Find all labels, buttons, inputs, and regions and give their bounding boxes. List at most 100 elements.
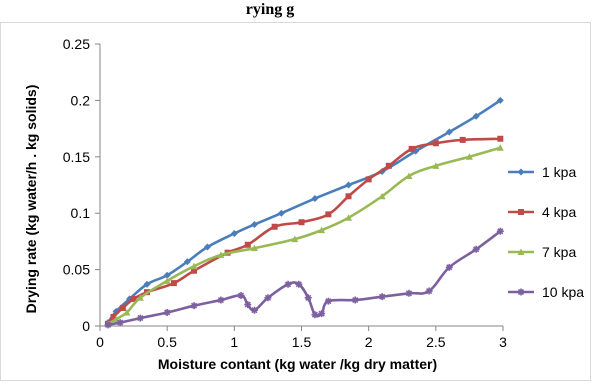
data-point-1-kpa — [277, 209, 285, 217]
x-tick-label: 0 — [96, 334, 104, 350]
legend: 1 kpa 4 kpa 7 kpa 10 kpa — [508, 164, 584, 300]
y-tick-label: 0.1 — [71, 205, 91, 221]
data-point-4-kpa — [459, 136, 466, 143]
data-point-10-kpa — [244, 301, 252, 309]
legend-item-7-kpa: 7 kpa — [508, 244, 576, 260]
data-point-1-kpa — [143, 280, 151, 288]
legend-item-4-kpa: 4 kpa — [508, 204, 576, 220]
data-point-4-kpa — [298, 219, 305, 226]
data-point-4-kpa — [271, 223, 278, 230]
y-axis-label: Drying rate (kg water/h . kg solids) — [23, 85, 39, 314]
data-point-10-kpa — [425, 287, 433, 295]
data-point-4-kpa — [365, 176, 372, 183]
data-point-10-kpa — [445, 263, 453, 271]
data-point-10-kpa — [217, 296, 225, 304]
series-line-7-kpa — [106, 146, 502, 326]
legend-label: 10 kpa — [542, 284, 584, 300]
data-point-7-kpa — [432, 162, 440, 169]
legend-marker — [517, 288, 525, 296]
data-point-4-kpa — [130, 295, 137, 302]
data-point-10-kpa — [237, 292, 245, 300]
legend-marker — [518, 209, 524, 215]
data-point-1-kpa — [203, 243, 211, 251]
data-point-7-kpa — [345, 214, 353, 221]
x-ticks-layer: 0 0.5 1 1.5 2 2.5 3 — [96, 326, 507, 350]
chart-frame — [0, 22, 591, 381]
y-tick-label: 0.05 — [63, 262, 90, 278]
data-point-7-kpa — [318, 226, 326, 234]
data-point-10-kpa — [295, 280, 303, 288]
legend-item-10-kpa: 10 kpa — [508, 284, 584, 300]
data-point-7-kpa — [123, 308, 131, 316]
data-point-1-kpa — [163, 271, 171, 279]
data-point-10-kpa — [496, 227, 504, 235]
data-point-1-kpa — [472, 112, 480, 120]
data-point-7-kpa — [378, 192, 386, 200]
data-point-4-kpa — [110, 313, 117, 320]
series-line-4-kpa — [106, 137, 502, 326]
x-tick-label: 2 — [365, 334, 373, 350]
data-point-1-kpa — [496, 96, 504, 104]
data-point-7-kpa — [136, 294, 144, 301]
legend-item-1-kpa: 1 kpa — [508, 164, 576, 180]
legend-marker — [517, 248, 525, 255]
data-point-1-kpa — [311, 195, 319, 203]
x-axis-label: Moisture contant (kg water /kg dry matte… — [158, 356, 437, 372]
data-point-4-kpa — [191, 267, 198, 274]
data-point-10-kpa — [351, 296, 359, 304]
data-point-10-kpa — [250, 306, 258, 314]
data-point-4-kpa — [345, 193, 352, 200]
x-tick-label: 3 — [499, 334, 507, 350]
data-point-4-kpa — [432, 140, 439, 147]
data-point-10-kpa — [163, 308, 171, 316]
x-tick-label: 1 — [230, 334, 238, 350]
legend-label: 7 kpa — [542, 244, 576, 260]
y-tick-label: 0.15 — [63, 149, 90, 165]
chart-title-fragment: rying g — [246, 1, 294, 18]
data-point-7-kpa — [250, 244, 258, 252]
series-7-kpa — [104, 144, 504, 327]
x-tick-label: 1.5 — [292, 334, 312, 350]
data-point-7-kpa — [217, 251, 225, 258]
data-point-1-kpa — [445, 128, 453, 136]
data-point-10-kpa — [324, 297, 332, 305]
data-point-7-kpa — [405, 172, 413, 179]
x-tick-label: 2.5 — [426, 334, 446, 350]
data-point-10-kpa — [284, 280, 292, 288]
data-point-10-kpa — [190, 302, 198, 310]
data-point-4-kpa — [119, 304, 126, 311]
data-point-4-kpa — [325, 211, 332, 218]
data-point-1-kpa — [183, 258, 191, 266]
y-tick-label: 0.25 — [63, 36, 90, 52]
data-point-10-kpa — [378, 293, 386, 301]
y-ticks-layer: 0 0.05 0.1 0.15 0.2 0.25 — [63, 36, 100, 334]
data-point-7-kpa — [496, 144, 504, 151]
data-point-1-kpa — [345, 181, 353, 189]
data-point-4-kpa — [244, 241, 251, 248]
data-point-7-kpa — [163, 277, 171, 284]
data-point-10-kpa — [304, 294, 312, 302]
legend-marker — [517, 168, 525, 176]
data-point-10-kpa — [136, 314, 144, 322]
data-point-7-kpa — [465, 153, 473, 160]
series-10-kpa — [104, 227, 504, 329]
data-point-4-kpa — [385, 162, 392, 169]
data-point-10-kpa — [104, 321, 112, 329]
data-point-7-kpa — [291, 235, 299, 243]
x-tick-label: 0.5 — [157, 334, 177, 350]
data-point-1-kpa — [230, 230, 238, 238]
data-point-10-kpa — [472, 245, 480, 253]
data-point-10-kpa — [311, 311, 319, 319]
data-point-1-kpa — [250, 220, 258, 228]
series-layer — [104, 96, 504, 329]
data-point-7-kpa — [190, 262, 198, 270]
data-point-10-kpa — [405, 289, 413, 297]
data-point-4-kpa — [497, 135, 504, 142]
y-tick-label: 0 — [82, 318, 90, 334]
data-point-4-kpa — [408, 145, 415, 152]
legend-label: 4 kpa — [542, 204, 576, 220]
data-point-4-kpa — [170, 280, 177, 287]
data-point-10-kpa — [264, 294, 272, 302]
